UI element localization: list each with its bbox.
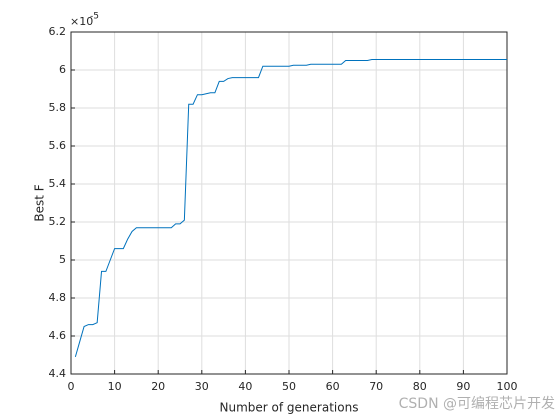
y-tick-label: 4.8 (49, 291, 67, 304)
y-tick-label: 5 (59, 253, 66, 266)
y-tick-label: 5.2 (49, 215, 67, 228)
y-exponent-base: ×10 (70, 15, 93, 28)
data-line (74, 59, 507, 358)
y-tick-label: 5.8 (49, 101, 67, 114)
x-tick-label: 70 (369, 380, 383, 393)
x-tick-label: 50 (282, 380, 296, 393)
x-tick-label: 100 (497, 380, 518, 393)
x-tick-label: 30 (195, 380, 209, 393)
x-tick-label: 40 (238, 380, 252, 393)
x-tick-label: 10 (108, 380, 122, 393)
y-tick-label: 4.6 (49, 329, 67, 342)
y-exponent: -5 (90, 12, 99, 22)
x-tick-label: 20 (151, 380, 165, 393)
y-tick-label: 5.6 (49, 139, 67, 152)
y-tick-label: 4.4 (49, 367, 67, 380)
watermark: CSDN @可编程芯片开发 (399, 396, 555, 412)
y-tick-label: 6 (59, 63, 66, 76)
x-tick-label: 60 (326, 380, 340, 393)
x-tick-label: 90 (456, 380, 470, 393)
x-tick-label: 0 (68, 380, 75, 393)
x-tick-label: 80 (413, 380, 427, 393)
plot-frame (70, 31, 508, 375)
y-tick-label: 6.2 (49, 25, 67, 38)
y-axis-label: Best F (33, 184, 47, 221)
x-axis-label: Number of generations (220, 401, 359, 415)
y-tick-label: 5.4 (49, 177, 67, 190)
